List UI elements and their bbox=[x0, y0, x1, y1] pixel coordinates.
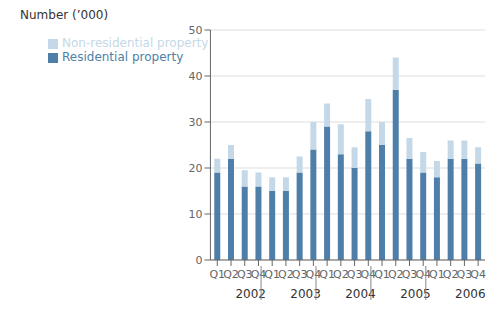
html-text:Residential property: Residential property bbox=[62, 50, 184, 64]
svg-text:Q1: Q1 bbox=[429, 268, 445, 281]
svg-text:Q3: Q3 bbox=[346, 268, 363, 281]
svg-text:2005: 2005 bbox=[400, 287, 431, 301]
svg-text:20: 20 bbox=[188, 162, 202, 175]
svg-text:Q1: Q1 bbox=[374, 268, 390, 281]
svg-text:Q2: Q2 bbox=[387, 268, 404, 281]
svg-text:Q3: Q3 bbox=[401, 268, 418, 281]
svg-text:Q1: Q1 bbox=[264, 268, 280, 281]
svg-text:Q4: Q4 bbox=[250, 268, 267, 281]
svg-text:2006: 2006 bbox=[455, 287, 486, 301]
svg-text:Q2: Q2 bbox=[442, 268, 459, 281]
svg-text:Q3: Q3 bbox=[456, 268, 473, 281]
html-text:Number (’000): Number (’000) bbox=[20, 8, 109, 22]
svg-text:Q3: Q3 bbox=[236, 268, 253, 281]
svg-text:Q2: Q2 bbox=[333, 268, 349, 281]
svg-text:Q1: Q1 bbox=[319, 268, 335, 281]
svg-text:Q4: Q4 bbox=[360, 268, 377, 281]
svg-text:30: 30 bbox=[188, 116, 202, 129]
svg-text:Q2: Q2 bbox=[278, 268, 294, 281]
svg-text:2004: 2004 bbox=[345, 287, 376, 301]
svg-text:10: 10 bbox=[188, 208, 202, 221]
svg-text:0: 0 bbox=[195, 254, 202, 267]
svg-text:Q4: Q4 bbox=[470, 268, 486, 281]
svg-text:2003: 2003 bbox=[290, 287, 321, 301]
svg-text:Q3: Q3 bbox=[291, 268, 308, 281]
svg-text:40: 40 bbox=[188, 70, 202, 83]
html-text:Non-residential property: Non-residential property bbox=[62, 36, 209, 50]
svg-text:50: 50 bbox=[188, 24, 202, 37]
svg-text:2002: 2002 bbox=[235, 287, 266, 301]
svg-text:Q4: Q4 bbox=[415, 268, 432, 281]
svg-text:Q4: Q4 bbox=[305, 268, 322, 281]
svg-text:Q2: Q2 bbox=[223, 268, 239, 281]
svg-text:Q1: Q1 bbox=[209, 268, 226, 281]
